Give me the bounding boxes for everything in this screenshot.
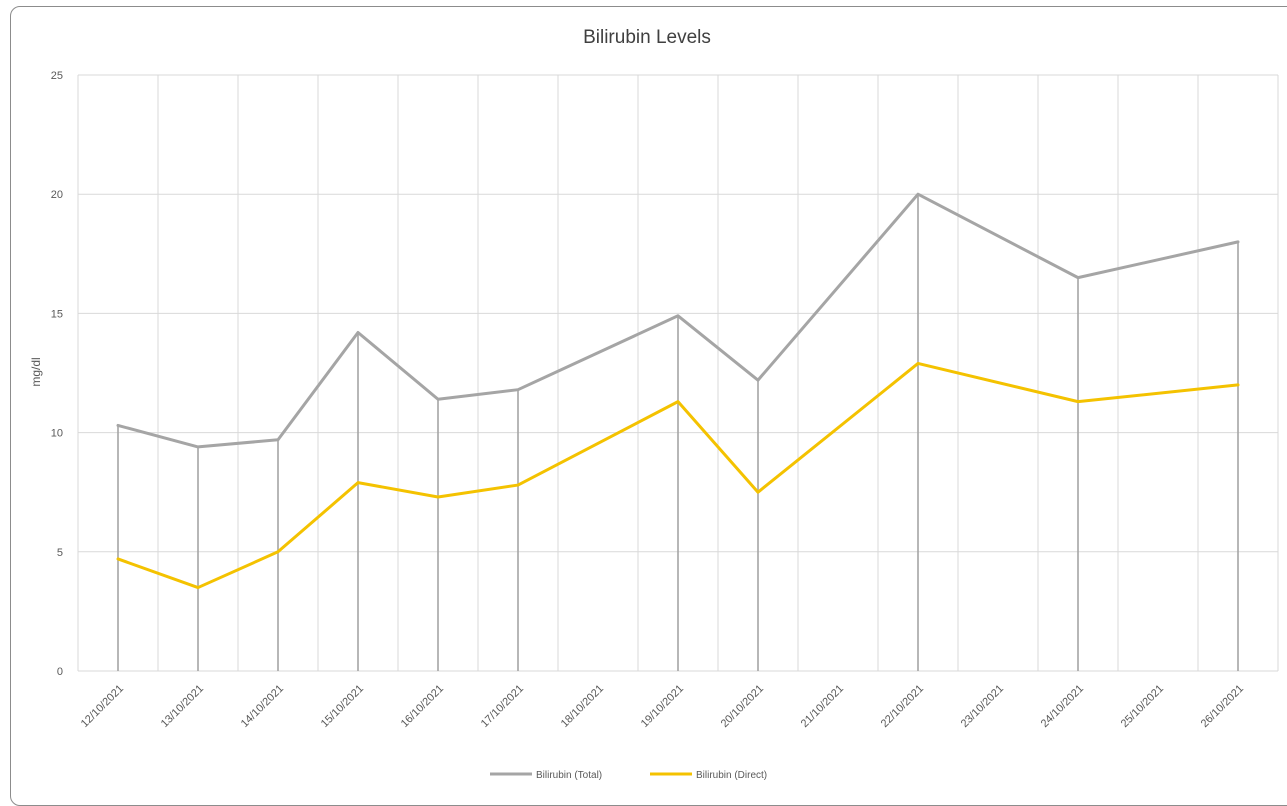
y-tick-label: 10 <box>51 428 63 440</box>
y-tick-labels: 0 5 10 15 20 25 <box>51 70 63 678</box>
x-tick-label: 24/10/2021 <box>1039 683 1086 730</box>
x-tick-label: 26/10/2021 <box>1199 683 1246 730</box>
y-tick-label: 15 <box>51 308 63 320</box>
y-tick-label: 25 <box>51 70 63 82</box>
x-tick-label: 16/10/2021 <box>399 683 446 730</box>
x-tick-label: 13/10/2021 <box>159 683 206 730</box>
y-tick-label: 5 <box>57 547 63 559</box>
x-tick-label: 15/10/2021 <box>319 683 366 730</box>
legend-label: Bilirubin (Total) <box>536 770 602 781</box>
y-tick-label: 20 <box>51 189 63 201</box>
y-tick-label: 0 <box>57 666 63 678</box>
x-tick-label: 18/10/2021 <box>559 683 606 730</box>
legend-label: Bilirubin (Direct) <box>696 770 767 781</box>
x-tick-label: 19/10/2021 <box>639 683 686 730</box>
x-tick-label: 25/10/2021 <box>1119 683 1166 730</box>
x-tick-label: 23/10/2021 <box>959 683 1006 730</box>
line-chart: Bilirubin Levels mg/dl 0 5 10 15 20 25 12/10/… <box>0 0 1287 782</box>
x-tick-label: 17/10/2021 <box>479 683 526 730</box>
x-tick-label: 20/10/2021 <box>719 683 766 730</box>
chart-title: Bilirubin Levels <box>583 27 711 48</box>
legend: Bilirubin (Total) Bilirubin (Direct) <box>490 770 767 781</box>
x-tick-labels: 12/10/2021 13/10/2021 14/10/2021 15/10/2021… <box>79 683 1246 730</box>
y-axis-label: mg/dl <box>29 357 43 386</box>
x-tick-label: 12/10/2021 <box>79 683 126 730</box>
x-tick-label: 14/10/2021 <box>239 683 286 730</box>
x-tick-label: 21/10/2021 <box>799 683 846 730</box>
x-tick-label: 22/10/2021 <box>879 683 926 730</box>
